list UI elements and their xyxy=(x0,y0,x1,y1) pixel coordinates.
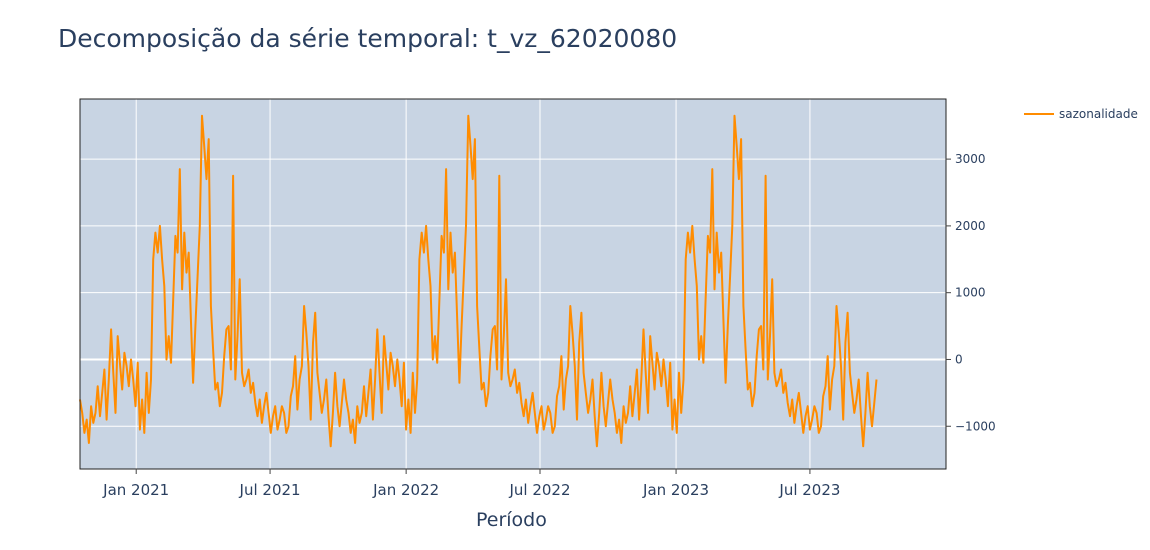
plot-background xyxy=(80,99,946,469)
y-tick-label: −1000 xyxy=(955,419,996,433)
x-tick-label: Jan 2023 xyxy=(642,481,709,499)
y-tick-label: 0 xyxy=(955,352,963,366)
x-tick-label: Jul 2022 xyxy=(508,481,570,499)
legend[interactable]: sazonalidade xyxy=(1024,107,1138,121)
y-tick-label: 2000 xyxy=(955,219,986,233)
y-tick-label: 3000 xyxy=(955,152,986,166)
legend-label: sazonalidade xyxy=(1059,107,1138,121)
grid-lines xyxy=(80,99,946,469)
series-layer xyxy=(79,114,878,448)
plot-frame xyxy=(79,98,947,470)
series-line-sazonalidade xyxy=(79,114,878,448)
y-tick-label: 1000 xyxy=(955,286,986,300)
x-axis-title: Período xyxy=(476,509,547,531)
y-axis-ticks: 3000 2000 1000 0 −1000 xyxy=(946,152,996,433)
x-axis-ticks: Jan 2021 Jul 2021 Jan 2022 Jul 2022 Jan 2023… xyxy=(102,469,840,499)
x-tick-label: Jan 2022 xyxy=(372,481,439,499)
x-tick-label: Jul 2021 xyxy=(239,481,301,499)
x-tick-label: Jul 2023 xyxy=(778,481,840,499)
chart-title: Decomposição da série temporal: t_vz_620… xyxy=(58,24,678,53)
x-tick-label: Jan 2021 xyxy=(102,481,169,499)
